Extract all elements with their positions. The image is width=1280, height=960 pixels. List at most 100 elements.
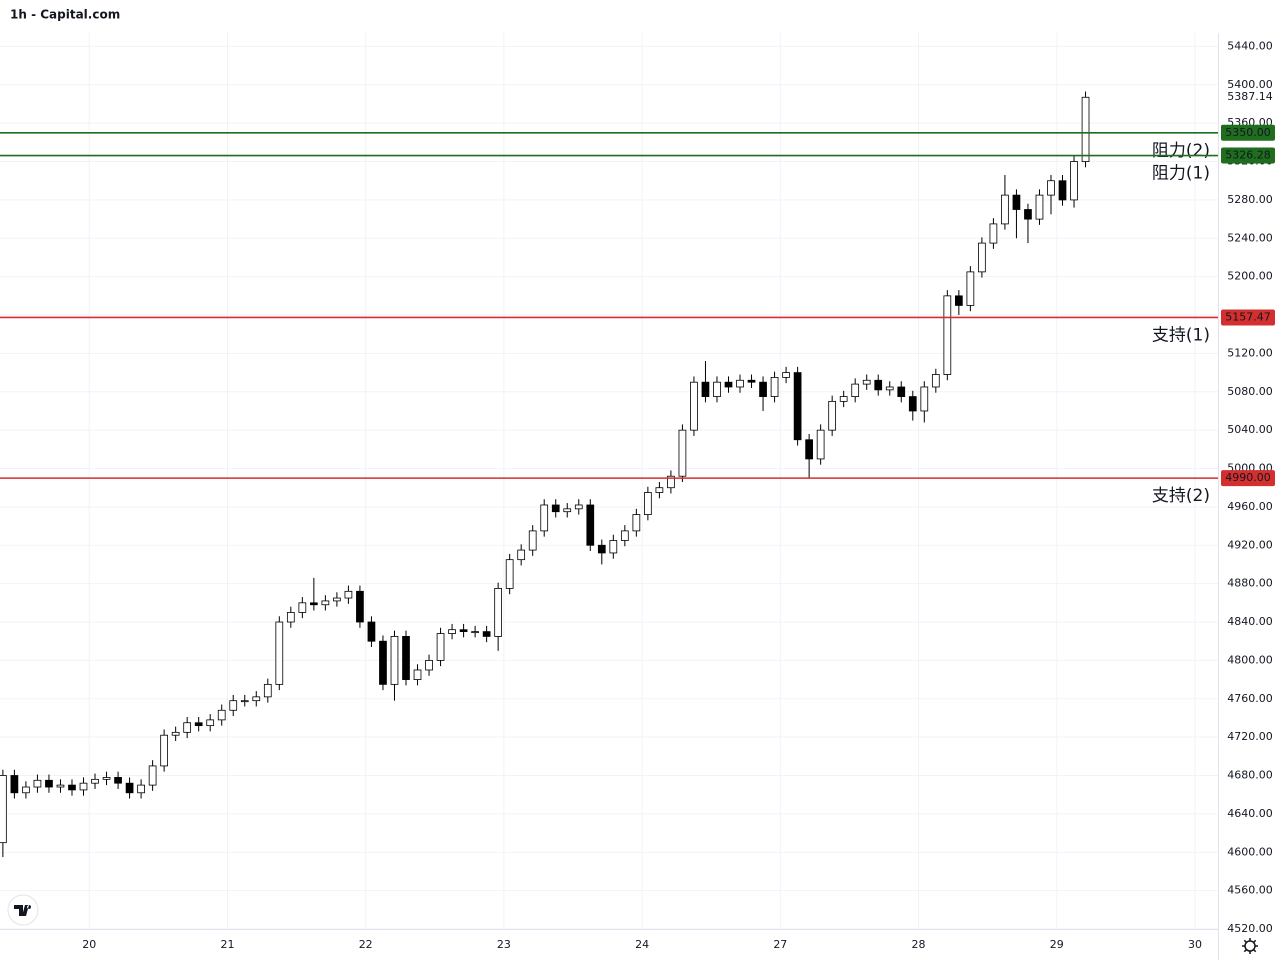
candle-body	[436, 633, 445, 661]
candle-body	[1070, 161, 1078, 201]
y-tick-label: 5240.00	[1227, 231, 1273, 244]
y-tick-label: 4640.00	[1227, 807, 1273, 820]
candle-body	[954, 295, 963, 306]
candle-body	[609, 540, 618, 554]
candle-body	[943, 295, 952, 375]
x-tick-label: 30	[1188, 938, 1202, 951]
y-tick-label: 5120.00	[1227, 346, 1273, 359]
y-tick-label: 4760.00	[1227, 692, 1273, 705]
x-tick-label: 21	[220, 938, 234, 951]
y-tick-label: 5280.00	[1227, 193, 1273, 206]
y-tick-label: 4960.00	[1227, 500, 1273, 513]
candle-body	[563, 508, 572, 513]
candle-body	[56, 784, 65, 788]
candle-body	[1081, 96, 1090, 162]
candle-body	[528, 530, 537, 551]
y-tick-label: 5200.00	[1227, 270, 1273, 283]
candle-body	[22, 786, 30, 794]
candle-body	[194, 722, 203, 727]
last-price-box	[1221, 89, 1275, 106]
x-tick-label: 23	[497, 938, 511, 951]
candle-body	[1047, 180, 1055, 196]
y-tick-label: 4800.00	[1227, 653, 1273, 666]
candle-body	[148, 765, 157, 786]
candle-body	[482, 631, 491, 637]
candle-body	[885, 386, 894, 391]
candle-body	[91, 778, 99, 784]
candle-body	[425, 659, 433, 671]
y-tick-label: 4600.00	[1227, 845, 1273, 858]
candle-body	[517, 549, 526, 561]
candle-body	[171, 731, 180, 736]
y-tick-label: 5440.00	[1227, 39, 1273, 52]
last-price-label: 5387.14	[1227, 90, 1273, 103]
candle-body	[1035, 194, 1044, 220]
level-price-label: 4990.00	[1225, 471, 1271, 484]
candle-body	[747, 379, 756, 383]
candle-body	[759, 381, 767, 397]
candle-body	[402, 636, 410, 680]
candle-body	[724, 381, 733, 388]
candle-body	[275, 621, 284, 685]
candle-body	[0, 775, 7, 844]
candle-body	[655, 487, 664, 493]
tv-logo	[7, 894, 39, 926]
candle-body	[10, 775, 19, 794]
y-tick-label: 4720.00	[1227, 730, 1273, 743]
candle-body	[298, 602, 307, 613]
candle-body	[793, 372, 802, 441]
y-tick-label: 4680.00	[1227, 769, 1273, 782]
candle-body	[505, 559, 514, 589]
level-name: 支持(1)	[1152, 325, 1210, 345]
candle-body	[874, 379, 883, 391]
candle-body	[678, 429, 687, 477]
x-tick-label: 22	[359, 938, 373, 951]
candle-body	[286, 612, 295, 623]
candle-body	[379, 640, 387, 685]
x-tick-label: 29	[1050, 938, 1064, 951]
candle-body	[1001, 194, 1009, 225]
candle-body	[79, 782, 88, 791]
settings-icon[interactable]	[1242, 938, 1258, 954]
y-tick-label: 4520.00	[1227, 922, 1273, 935]
candle-body	[45, 779, 53, 788]
y-tick-label: 4880.00	[1227, 577, 1273, 590]
candle-body	[701, 381, 710, 397]
candle-body	[989, 223, 998, 244]
candle-body	[33, 779, 42, 788]
candle-body	[839, 396, 848, 402]
candle-body	[931, 374, 940, 388]
x-tick-label: 24	[635, 938, 649, 951]
candle-body	[125, 782, 134, 794]
level-price-box	[1221, 470, 1275, 487]
candle-body	[551, 504, 560, 513]
candle-body	[632, 514, 641, 532]
level-price-label: 5350.00	[1225, 126, 1271, 139]
candle-body	[137, 784, 145, 794]
level-name: 阻力(2)	[1152, 141, 1210, 161]
candle-body	[770, 376, 779, 397]
x-tick-label: 20	[82, 938, 96, 951]
candle-body	[690, 381, 698, 431]
level-price-label: 5157.47	[1225, 310, 1271, 323]
level-name: 支持(2)	[1152, 486, 1210, 506]
candle-body	[310, 602, 318, 606]
candle-body	[321, 600, 330, 606]
candle-body	[574, 504, 583, 510]
level-price-box	[1221, 124, 1275, 141]
candle-body	[114, 777, 122, 784]
y-tick-label: 4560.00	[1227, 884, 1273, 897]
candle-body	[356, 590, 364, 623]
candle-body	[828, 400, 837, 431]
candle-body	[805, 439, 813, 460]
candle-body	[966, 271, 975, 306]
candle-body	[908, 396, 917, 412]
plot: 阻力(2) 阻力(1) 支持(1) 支持(2)	[0, 91, 1218, 858]
candle-body	[459, 629, 468, 633]
candle-body	[252, 696, 261, 702]
candle-body	[367, 621, 376, 642]
candle-body	[448, 629, 456, 634]
y-tick-label: 5080.00	[1227, 385, 1273, 398]
